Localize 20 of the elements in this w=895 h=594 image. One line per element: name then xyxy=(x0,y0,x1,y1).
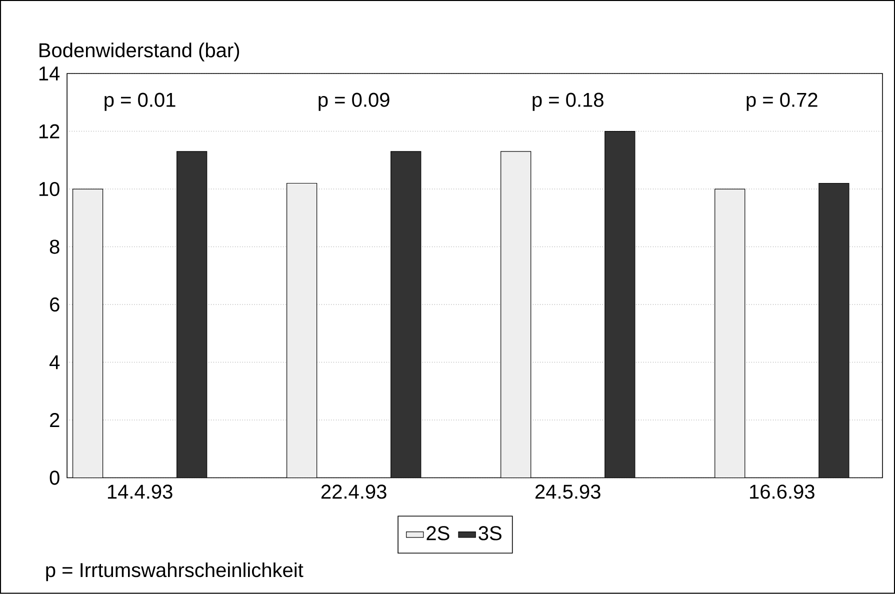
y-tick-label: 4 xyxy=(50,355,60,370)
legend-label: 3S xyxy=(478,526,502,540)
y-tick-label: 6 xyxy=(50,298,60,312)
annotation: p = 0.18 xyxy=(532,92,604,111)
annotation: p = 0.09 xyxy=(318,92,390,111)
text: p = Irrtumswahrscheinlichkeit xyxy=(46,562,304,582)
x-tick-label: 14.4.93 xyxy=(108,484,172,499)
annotation: p = 0.72 xyxy=(746,92,818,111)
legend-label: 2S xyxy=(426,526,450,540)
y-axis-title: Bodenwiderstand (bar) xyxy=(40,42,240,62)
y-tick-label: 14 xyxy=(39,66,60,81)
y-tick-label: 10 xyxy=(39,182,60,196)
y-tick-label: 0 xyxy=(50,470,60,485)
y-tick-label: 8 xyxy=(50,240,60,254)
x-tick-label: 16.6.93 xyxy=(750,484,814,499)
annotation: p = 0.01 xyxy=(104,92,176,111)
x-tick-label: 24.5.93 xyxy=(535,484,600,499)
y-tick-label: 12 xyxy=(39,124,60,138)
x-tick-label: 22.4.93 xyxy=(321,484,386,499)
y-tick-label: 2 xyxy=(50,413,60,428)
